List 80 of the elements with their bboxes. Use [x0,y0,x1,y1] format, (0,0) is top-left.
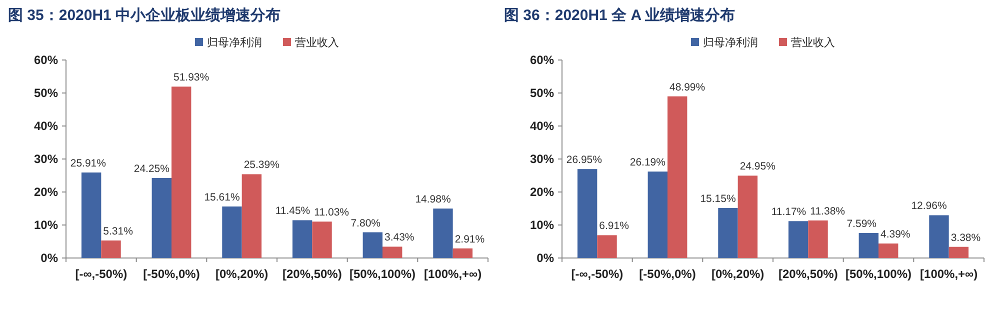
data-label: 4.39% [880,228,910,241]
chart-title: 图 36：2020H1 全 A 业绩增速分布 [504,7,736,24]
chart-title: 图 35：2020H1 中小企业板业绩增速分布 [8,7,281,24]
data-label: 48.99% [670,81,706,94]
bar [81,172,102,258]
data-label: 2.91% [454,233,485,246]
x-tick-label: [50%,100%) [845,267,912,281]
x-tick-label: [100%,+∞) [920,267,978,281]
data-label: 3.38% [950,232,981,244]
data-label: 25.39% [244,159,280,172]
bar [788,221,808,258]
x-tick-label: [-∞,-50%) [571,267,624,281]
y-tick-label: 40% [34,119,58,133]
data-label: 14.98% [415,194,451,206]
y-tick-label: 30% [530,152,554,166]
data-label: 3.43% [384,232,414,244]
bar [738,176,758,258]
bar [718,208,738,258]
bar [808,220,828,258]
bar [577,169,598,258]
data-label: 11.45% [275,205,310,218]
y-tick-label: 60% [530,53,554,67]
y-tick-label: 50% [530,86,554,100]
data-label: 24.95% [740,160,776,173]
data-label: 26.95% [566,154,602,166]
bar [878,244,898,258]
bar [668,96,688,258]
data-label: 25.91% [70,157,106,170]
bar [858,232,878,258]
data-label: 5.31% [103,225,133,238]
y-tick-label: 20% [530,185,554,199]
data-label: 26.19% [630,156,666,169]
x-tick-label: [50%,100%) [349,267,416,281]
data-label: 11.38% [810,205,846,218]
bar [222,206,242,258]
x-tick-label: [-50%,0%) [639,267,696,281]
y-tick-label: 20% [34,185,58,199]
bar [648,172,668,258]
legend-label: 营业收入 [791,36,835,49]
data-label: 15.15% [700,193,736,206]
legend-label: 归母净利润 [703,36,758,49]
data-label: 11.17% [771,206,806,218]
y-tick-label: 60% [34,53,58,67]
bar [433,208,453,258]
y-tick-label: 40% [530,119,554,133]
bar [452,248,473,258]
bar [172,86,192,258]
data-label: 7.80% [350,217,380,230]
data-label: 11.03% [314,206,350,219]
y-tick-label: 0% [40,251,58,265]
bar [597,235,617,258]
bar [948,246,969,258]
bar [929,215,949,258]
y-tick-label: 30% [34,152,58,166]
y-tick-label: 10% [530,218,554,232]
y-tick-label: 0% [536,251,554,265]
bar [101,240,121,258]
data-label: 15.61% [204,191,240,204]
bar [362,232,382,258]
y-tick-label: 10% [34,218,58,232]
bar [292,220,312,258]
x-tick-label: [-50%,0%) [143,267,200,281]
bar [242,174,262,258]
x-tick-label: [20%,50%) [778,267,838,281]
data-label: 24.25% [134,162,170,175]
data-label: 6.91% [599,220,629,232]
x-tick-label: [-∞,-50%) [75,267,128,281]
data-label: 12.96% [911,200,947,212]
y-tick-label: 50% [34,86,58,100]
legend-label: 营业收入 [295,36,339,49]
x-tick-label: [0%,20%) [215,267,268,281]
x-tick-label: [0%,20%) [711,267,764,281]
data-label: 7.59% [846,218,876,230]
bar [152,178,172,258]
x-tick-label: [20%,50%) [282,267,342,281]
data-label: 51.93% [174,72,210,84]
legend-label: 归母净利润 [207,36,262,49]
bar [382,246,402,258]
bar [312,222,332,258]
x-tick-label: [100%,+∞) [424,267,482,281]
